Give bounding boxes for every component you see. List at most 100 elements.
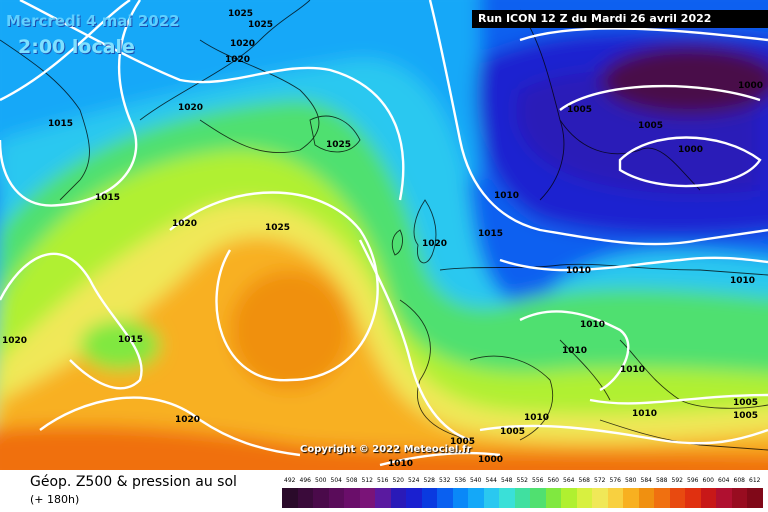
legend-swatch xyxy=(483,488,499,508)
legend-step: 512 xyxy=(359,476,375,510)
legend-swatch xyxy=(607,488,623,508)
map-canvas: 1025 1025 1020 1020 1015 1015 1020 1025 … xyxy=(0,0,768,470)
legend-value: 496 xyxy=(299,477,311,484)
isobar-label: 1025 xyxy=(248,20,273,30)
legend-step: 548 xyxy=(499,476,515,510)
legend-swatch xyxy=(499,488,515,508)
legend-value: 608 xyxy=(733,477,745,484)
legend-value: 576 xyxy=(609,477,621,484)
isobar-label: 1010 xyxy=(494,191,519,201)
model-run-label: Run ICON 12 Z du Mardi 26 avril 2022 xyxy=(478,12,712,25)
legend-step: 604 xyxy=(716,476,732,510)
legend-swatch xyxy=(406,488,422,508)
legend-step: 608 xyxy=(731,476,747,510)
legend-value: 512 xyxy=(361,477,373,484)
legend-step: 568 xyxy=(576,476,592,510)
legend-step: 592 xyxy=(669,476,685,510)
legend-swatch xyxy=(576,488,592,508)
legend-swatch xyxy=(561,488,577,508)
legend-step: 560 xyxy=(545,476,561,510)
legend-value: 592 xyxy=(671,477,683,484)
legend-step: 520 xyxy=(390,476,406,510)
legend-step: 612 xyxy=(747,476,763,510)
legend-step: 596 xyxy=(685,476,701,510)
legend-value: 600 xyxy=(702,477,714,484)
legend-swatch xyxy=(390,488,406,508)
coastlines xyxy=(0,0,768,451)
legend-swatch xyxy=(437,488,453,508)
isobar-label: 1015 xyxy=(118,335,143,345)
legend-swatch xyxy=(468,488,484,508)
isobar-label: 1025 xyxy=(265,223,290,233)
legend-swatch xyxy=(700,488,716,508)
legend-step: 516 xyxy=(375,476,391,510)
legend-swatch xyxy=(592,488,608,508)
legend-value: 528 xyxy=(423,477,435,484)
isobar-label: 1010 xyxy=(632,409,657,419)
legend-value: 568 xyxy=(578,477,590,484)
legend-step: 528 xyxy=(421,476,437,510)
color-legend: 492 496 500 504 508 512 516 520 524 528 532 536 540 5… xyxy=(282,476,763,510)
legend-step: 532 xyxy=(437,476,453,510)
legend-value: 516 xyxy=(377,477,389,484)
legend-step: 552 xyxy=(514,476,530,510)
legend-value: 532 xyxy=(439,477,451,484)
legend-value: 520 xyxy=(392,477,404,484)
isobar-labels: 1025 1025 1020 1020 1015 1015 1020 1025 … xyxy=(2,9,763,469)
isobars xyxy=(0,0,768,465)
legend-step: 576 xyxy=(607,476,623,510)
footer: Géop. Z500 & pression au sol (+ 180h) 49… xyxy=(0,470,768,512)
isobar-label: 1000 xyxy=(738,81,763,91)
isobar-label: 1010 xyxy=(388,459,413,469)
legend-value: 584 xyxy=(640,477,652,484)
legend-step: 540 xyxy=(468,476,484,510)
legend-value: 504 xyxy=(330,477,342,484)
legend-swatch xyxy=(421,488,437,508)
isobar-label: 1000 xyxy=(678,145,703,155)
isobar-label: 1005 xyxy=(500,427,525,437)
legend-value: 548 xyxy=(501,477,513,484)
legend-swatch xyxy=(452,488,468,508)
legend-step: 504 xyxy=(328,476,344,510)
legend-step: 536 xyxy=(452,476,468,510)
legend-step: 572 xyxy=(592,476,608,510)
legend-swatch xyxy=(328,488,344,508)
isobar-label: 1020 xyxy=(172,219,197,229)
isobar-label: 1015 xyxy=(478,229,503,239)
legend-swatch xyxy=(282,488,298,508)
legend-swatch xyxy=(685,488,701,508)
forecast-date: Mercredi 4 mai 2022 xyxy=(6,12,180,30)
isobar-label: 1015 xyxy=(95,193,120,203)
legend-swatch xyxy=(530,488,546,508)
legend-swatch xyxy=(359,488,375,508)
legend-step: 544 xyxy=(483,476,499,510)
legend-value: 580 xyxy=(625,477,637,484)
legend-swatch xyxy=(545,488,561,508)
legend-value: 540 xyxy=(470,477,482,484)
legend-step: 588 xyxy=(654,476,670,510)
isobar-label: 1010 xyxy=(620,365,645,375)
isobar-label: 1020 xyxy=(178,103,203,113)
isobar-label: 1005 xyxy=(733,411,758,421)
isobar-label: 1025 xyxy=(326,140,351,150)
isobar-label: 1005 xyxy=(638,121,663,131)
legend-step: 556 xyxy=(530,476,546,510)
isobar-label: 1010 xyxy=(580,320,605,330)
legend-value: 604 xyxy=(718,477,730,484)
legend-value: 612 xyxy=(749,477,761,484)
isobar-label: 1025 xyxy=(228,9,253,19)
legend-swatch xyxy=(654,488,670,508)
legend-value: 588 xyxy=(656,477,668,484)
legend-value: 524 xyxy=(408,477,420,484)
legend-step: 492 xyxy=(282,476,298,510)
isobar-label: 1015 xyxy=(48,119,73,129)
legend-step: 600 xyxy=(700,476,716,510)
isobar-label: 1005 xyxy=(733,398,758,408)
legend-value: 596 xyxy=(687,477,699,484)
legend-value: 500 xyxy=(315,477,327,484)
legend-swatch xyxy=(297,488,313,508)
legend-swatch xyxy=(344,488,360,508)
legend-value: 544 xyxy=(485,477,497,484)
legend-value: 492 xyxy=(284,477,296,484)
isobar-label: 1020 xyxy=(225,55,250,65)
